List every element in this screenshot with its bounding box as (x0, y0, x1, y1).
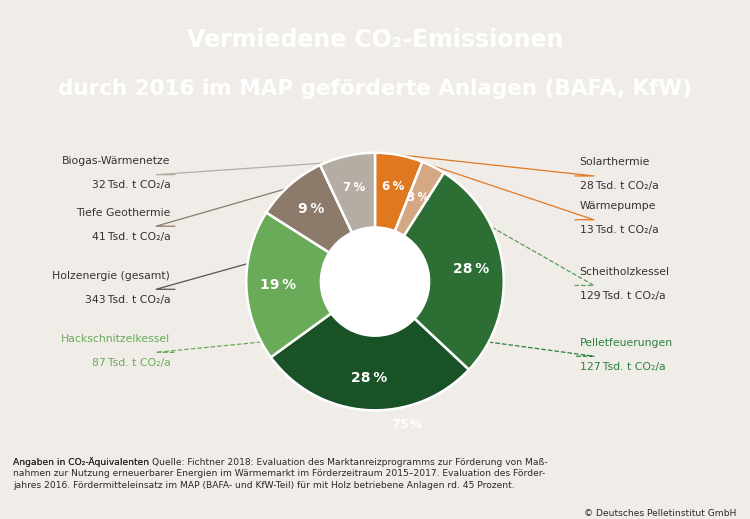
Text: 3 %: 3 % (406, 192, 429, 204)
Wedge shape (320, 153, 375, 233)
Wedge shape (246, 213, 332, 357)
Text: Pelletfeuerungen: Pelletfeuerungen (580, 338, 673, 348)
Text: Biogas-Wärmenetze: Biogas-Wärmenetze (62, 156, 170, 166)
Text: Angaben in CO₂-Äquivalenten: Angaben in CO₂-Äquivalenten (13, 457, 152, 467)
Wedge shape (395, 162, 444, 236)
Wedge shape (266, 165, 352, 253)
Circle shape (321, 227, 429, 336)
Text: Angaben in CO₂-Äquivalenten Quelle: Fichtner 2018: Evaluation des Marktanreizpro: Angaben in CO₂-Äquivalenten Quelle: Fich… (13, 457, 548, 490)
Text: 32 Tsd. t CO₂/a: 32 Tsd. t CO₂/a (92, 180, 170, 190)
Text: 28 %: 28 % (351, 371, 387, 385)
Text: 6 %: 6 % (382, 180, 404, 193)
Text: Scheitholzkessel: Scheitholzkessel (580, 267, 670, 277)
Text: 7 %: 7 % (343, 181, 365, 194)
Text: 41 Tsd. t CO₂/a: 41 Tsd. t CO₂/a (92, 231, 170, 242)
Text: 343 Tsd. t CO₂/a: 343 Tsd. t CO₂/a (85, 295, 170, 305)
Text: Vermiedene CO₂-Emissionen: Vermiedene CO₂-Emissionen (187, 28, 563, 52)
Wedge shape (375, 153, 422, 231)
Text: © Deutsches Pelletinstitut GmbH: © Deutsches Pelletinstitut GmbH (584, 509, 736, 517)
Wedge shape (271, 313, 469, 411)
Text: 19 %: 19 % (260, 278, 296, 292)
Text: Angaben in CO₂-Äquivalenten Quelle:: Angaben in CO₂-Äquivalenten Quelle: (13, 457, 206, 467)
Text: Wärmepumpe: Wärmepumpe (580, 201, 656, 211)
Text: 28 Tsd. t CO₂/a: 28 Tsd. t CO₂/a (580, 181, 658, 192)
Text: 28 %: 28 % (453, 263, 489, 277)
Text: 9 %: 9 % (298, 202, 324, 216)
Text: 127 Tsd. t CO₂/a: 127 Tsd. t CO₂/a (580, 362, 665, 372)
Text: 75%: 75% (392, 418, 423, 431)
Text: Tiefe Geothermie: Tiefe Geothermie (76, 208, 170, 217)
Text: 87 Tsd. t CO₂/a: 87 Tsd. t CO₂/a (92, 358, 170, 368)
Wedge shape (404, 173, 504, 370)
Text: Holzenergie (gesamt): Holzenergie (gesamt) (53, 271, 170, 281)
Text: Solarthermie: Solarthermie (580, 157, 650, 168)
Text: Hackschnitzelkessel: Hackschnitzelkessel (62, 334, 170, 344)
Text: 13 Tsd. t CO₂/a: 13 Tsd. t CO₂/a (580, 225, 658, 235)
Text: 129 Tsd. t CO₂/a: 129 Tsd. t CO₂/a (580, 291, 665, 301)
Text: durch 2016 im MAP geförderte Anlagen (BAFA, KfW): durch 2016 im MAP geförderte Anlagen (BA… (58, 79, 692, 99)
